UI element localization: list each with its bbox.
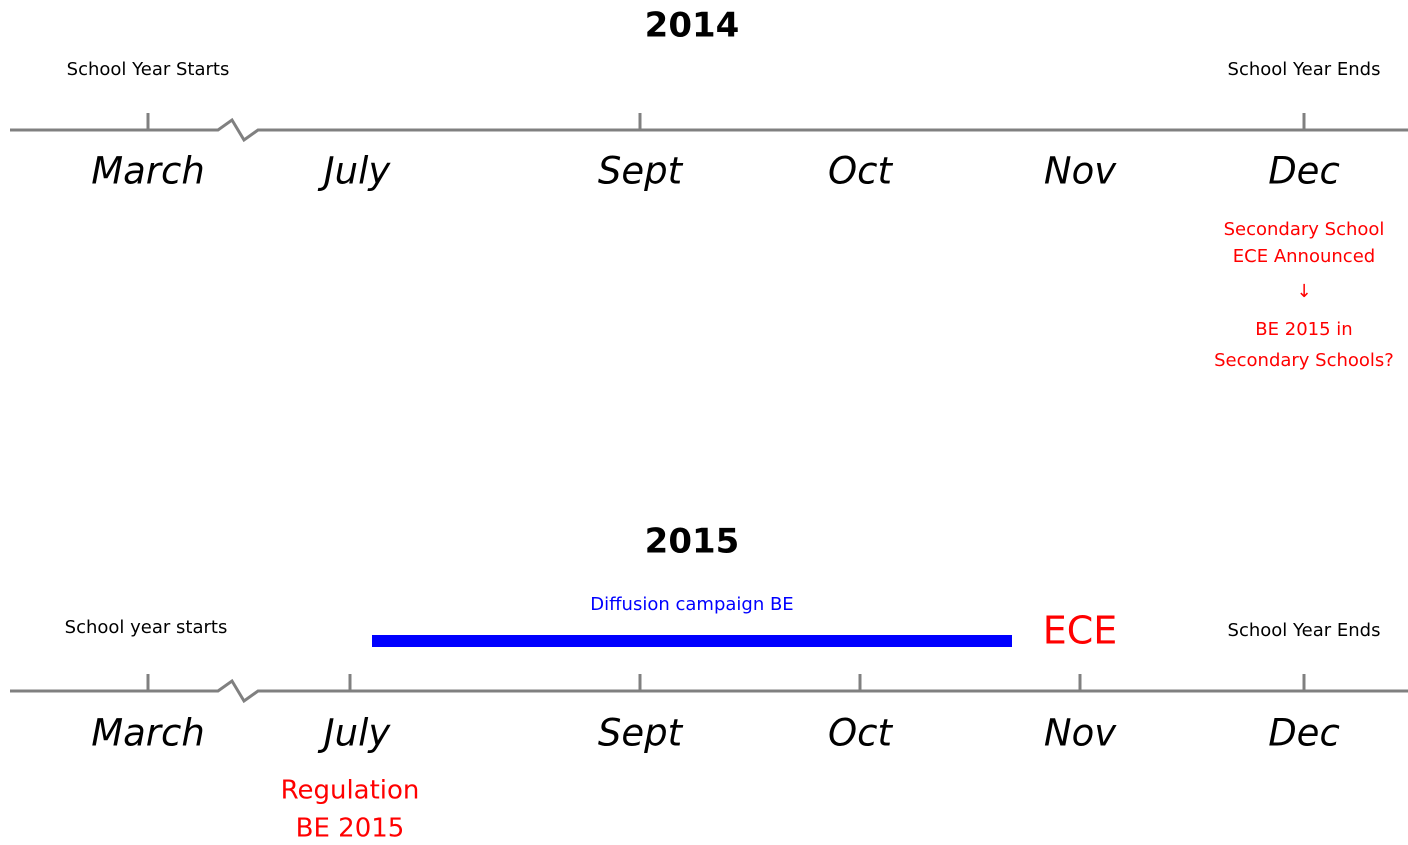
start-label: School Year Starts xyxy=(67,59,230,80)
campaign-label: Diffusion campaign BE xyxy=(590,594,793,615)
timeline-2015: 2015 School year starts School Year Ends… xyxy=(10,522,1408,844)
start-label: School year starts xyxy=(65,617,228,638)
end-label: School Year Ends xyxy=(1228,620,1381,641)
month-label: Dec xyxy=(1268,150,1340,193)
event-label: ECE xyxy=(1043,609,1118,653)
timeline-2014: 2014 School Year Starts School Year Ends… xyxy=(10,6,1408,371)
month-label: March xyxy=(91,150,205,193)
month-label: July xyxy=(317,712,392,755)
year-title: 2014 xyxy=(645,6,740,46)
annotation: Secondary School xyxy=(1224,219,1385,240)
annotation: Secondary Schools? xyxy=(1214,350,1394,371)
end-label: School Year Ends xyxy=(1228,59,1381,80)
axis-line xyxy=(10,678,1408,704)
month-label: Sept xyxy=(598,712,684,755)
axis-line xyxy=(10,117,1408,143)
annotation: BE 2015 xyxy=(296,814,405,844)
month-label: July xyxy=(317,150,392,193)
month-label: Nov xyxy=(1044,150,1117,193)
annotation: ECE Announced xyxy=(1233,246,1375,267)
month-label: March xyxy=(91,712,205,755)
year-title: 2015 xyxy=(645,522,740,562)
month-label: Nov xyxy=(1044,712,1117,755)
annotation: BE 2015 in xyxy=(1255,319,1352,340)
month-label: Oct xyxy=(828,712,893,755)
month-label: Sept xyxy=(598,150,684,193)
campaign-bar xyxy=(372,635,1012,647)
month-label: Oct xyxy=(828,150,893,193)
annotation: ↓ xyxy=(1296,281,1311,302)
annotation: Regulation xyxy=(281,776,420,806)
month-label: Dec xyxy=(1268,712,1340,755)
